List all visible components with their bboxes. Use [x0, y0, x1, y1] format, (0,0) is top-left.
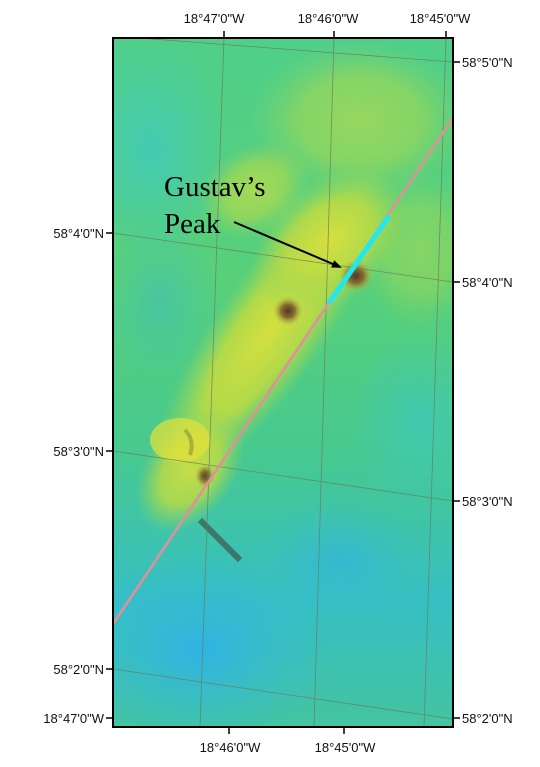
bottom-label-longitude-1: 18°46'0"W	[200, 740, 261, 755]
top-label-longitude-3: 18°45'0"W	[410, 11, 471, 26]
gustavs-peak-marker	[339, 260, 373, 292]
right-label-latitude-3: 58°3'0"N	[462, 494, 513, 509]
map-surface	[113, 38, 453, 727]
right-label-latitude-4: 58°2'0"N	[462, 711, 513, 726]
left-label-latitude-3: 58°2'0"N	[53, 662, 104, 677]
left-label-latitude-1: 58°4'0"N	[53, 226, 104, 241]
deep-basin-southwest	[113, 555, 330, 727]
highlighted-transect	[326, 214, 392, 305]
axis-ticks	[106, 31, 460, 734]
top-label-longitude-2: 18°46'0"W	[298, 11, 359, 26]
right-label-latitude-2: 58°4'0"N	[462, 275, 513, 290]
knoll-central	[273, 296, 303, 326]
bottom-label-longitude-2: 18°45'0"W	[315, 740, 376, 755]
annotation-arrow	[233, 221, 342, 268]
graticule	[113, 38, 453, 727]
map-frame	[112, 37, 454, 728]
right-label-latitude-1: 58°5'0"N	[462, 55, 513, 70]
annotation-label-line1: Gustav’s	[164, 171, 266, 203]
corner-label-longitude: 18°47'0"W	[43, 711, 104, 726]
top-label-longitude-1: 18°47'0"W	[184, 11, 245, 26]
ship-track-line	[113, 117, 453, 625]
annotation-label-line2: Peak	[164, 208, 221, 240]
left-label-latitude-2: 58°3'0"N	[53, 444, 104, 459]
